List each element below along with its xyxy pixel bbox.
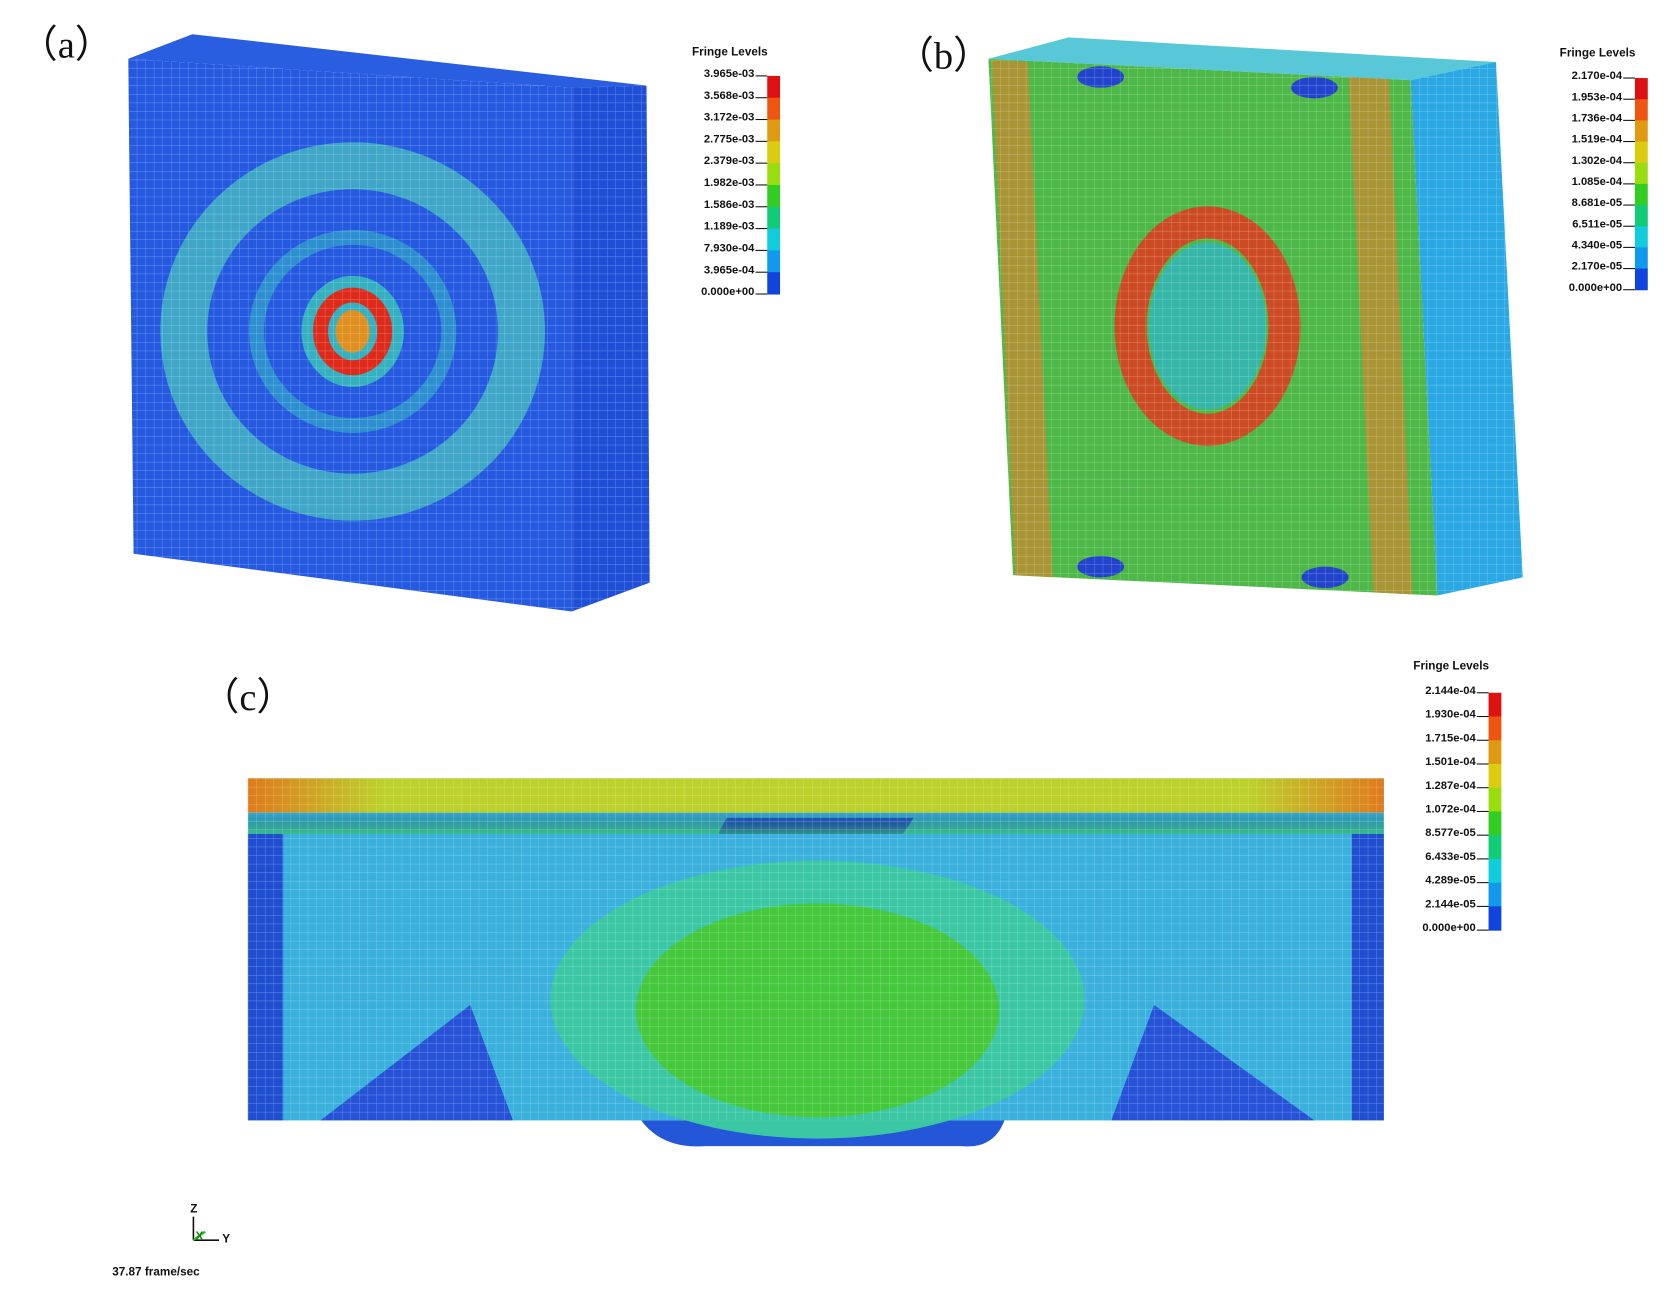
axis-z: Z xyxy=(190,1202,197,1215)
level-label: 1.715e-04 xyxy=(1425,732,1476,744)
level-label: 2.775e-03 xyxy=(704,133,755,145)
axis-triad: Z X Y 37.87 frame/sec xyxy=(112,1202,230,1278)
colorbar-segment xyxy=(1488,882,1502,907)
axis-y: Y xyxy=(222,1232,230,1245)
colorbar-segment xyxy=(1488,692,1502,718)
colorbar-segment xyxy=(767,272,781,295)
colorbar-segment xyxy=(767,97,781,121)
colorbar-segment xyxy=(767,250,781,273)
legend-title: Fringe Levels xyxy=(1560,47,1636,60)
level-label: 0.000e+00 xyxy=(1422,922,1475,934)
legend-title: Fringe Levels xyxy=(1413,659,1489,672)
level-label: 4.340e-05 xyxy=(1572,239,1623,251)
level-label: 1.287e-04 xyxy=(1425,780,1476,792)
level-label: 3.172e-03 xyxy=(704,112,755,124)
level-label: 8.577e-05 xyxy=(1425,827,1476,839)
colorbar-segment xyxy=(1488,906,1502,931)
legends: （a） Fringe Levels 3.965e-03 3.568e-03 3.172e… xyxy=(19,25,1648,934)
colorbar-segment xyxy=(1634,268,1648,291)
level-label: 3.965e-03 xyxy=(704,68,755,80)
model-c xyxy=(247,778,1384,1147)
level-label: 2.379e-03 xyxy=(704,155,755,167)
frame-rate: 37.87 frame/sec xyxy=(112,1265,200,1278)
level-label: 4.289e-05 xyxy=(1425,875,1476,887)
level-label: 3.965e-04 xyxy=(704,264,755,276)
panel-label: （b） xyxy=(895,35,991,77)
panel-label: （a） xyxy=(19,25,113,67)
colorbar-segment xyxy=(767,228,781,251)
colorbar-segment xyxy=(1634,183,1648,206)
colorbar-segment xyxy=(1634,226,1648,248)
level-label: 3.568e-03 xyxy=(704,90,755,102)
colorbar-segment xyxy=(767,206,781,230)
level-label: 2.170e-05 xyxy=(1572,261,1623,273)
model-a xyxy=(128,34,650,612)
colorbar-segment xyxy=(1634,247,1648,270)
level-label: 1.736e-04 xyxy=(1572,112,1623,124)
level-label: 1.189e-03 xyxy=(704,221,755,233)
level-label: 6.433e-05 xyxy=(1425,851,1476,863)
colorbar-segment xyxy=(767,119,781,142)
level-label: 1.501e-04 xyxy=(1425,756,1476,768)
level-label: 1.085e-04 xyxy=(1572,176,1623,188)
level-label: 1.953e-04 xyxy=(1572,91,1623,103)
level-label: 0.000e+00 xyxy=(1569,282,1622,294)
level-label: 1.519e-04 xyxy=(1572,134,1623,146)
level-label: 1.586e-03 xyxy=(704,199,755,211)
axis-x: X xyxy=(196,1230,204,1243)
colorbar-segment xyxy=(1488,716,1502,741)
colorbar-segment xyxy=(1488,763,1502,789)
level-label: 6.511e-05 xyxy=(1572,218,1622,230)
level-label: 1.072e-04 xyxy=(1425,804,1476,816)
model-b xyxy=(988,37,1523,596)
colorbar-segment xyxy=(1634,205,1648,227)
colorbar-segment xyxy=(767,184,781,208)
level-label: 7.930e-04 xyxy=(704,242,755,254)
colorbar-segment xyxy=(1488,811,1502,836)
colorbar-segment xyxy=(1488,740,1502,765)
level-label: 0.000e+00 xyxy=(701,286,754,298)
colorbar-segment xyxy=(1634,120,1648,143)
level-label: 1.982e-03 xyxy=(704,177,755,189)
colorbar-segment xyxy=(1634,141,1648,164)
colorbar-segment xyxy=(1488,858,1502,884)
colorbar-segment xyxy=(1634,99,1648,121)
legend-title: Fringe Levels xyxy=(692,46,768,59)
level-label: 1.930e-04 xyxy=(1425,709,1476,721)
colorbar-segment xyxy=(767,163,781,186)
colorbar-segment xyxy=(1634,162,1648,185)
level-label: 2.170e-04 xyxy=(1572,70,1623,82)
panel-label: （c） xyxy=(201,677,295,719)
level-label: 2.144e-04 xyxy=(1425,685,1476,697)
level-label: 2.144e-05 xyxy=(1425,898,1476,910)
colorbar-segment xyxy=(767,75,781,99)
colorbar-segment xyxy=(1488,835,1502,860)
colorbar-segment xyxy=(767,141,781,164)
colorbar-segment xyxy=(1488,787,1502,812)
colorbar-segment xyxy=(1634,78,1648,100)
level-label: 8.681e-05 xyxy=(1572,197,1623,209)
level-label: 1.302e-04 xyxy=(1572,155,1623,167)
